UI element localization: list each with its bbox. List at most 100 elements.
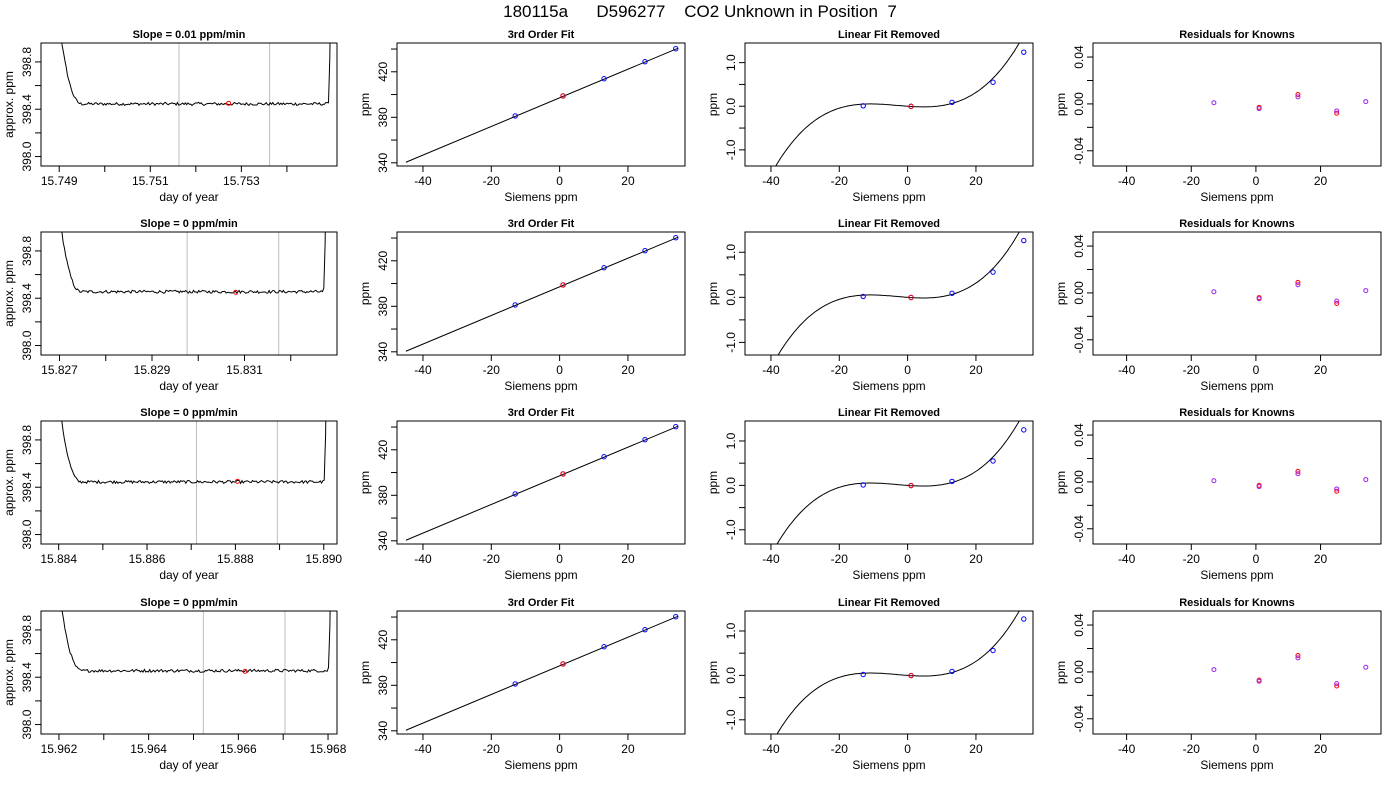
y-axis-label: ppm xyxy=(1054,93,1068,116)
x-tick-label: 0 xyxy=(904,552,911,566)
plot-area xyxy=(776,611,1027,734)
residual-point-red xyxy=(1295,468,1301,474)
cubic-curve xyxy=(776,611,1020,734)
x-tick-label: -20 xyxy=(831,742,849,756)
x-axis-label: Siemens ppm xyxy=(852,190,925,204)
x-tick-label: -40 xyxy=(414,174,432,188)
residual-point xyxy=(1211,667,1217,673)
standard-point xyxy=(1021,237,1027,244)
x-tick-label: -20 xyxy=(483,742,501,756)
panel-frame xyxy=(1092,420,1382,545)
x-tick-label: 20 xyxy=(621,552,635,566)
plot-area xyxy=(1211,653,1369,689)
x-axis-label: Siemens ppm xyxy=(504,568,577,582)
y-tick-label: 398.0 xyxy=(20,141,34,171)
fit-line xyxy=(405,237,678,352)
panel-r4-c4: Residuals for Knowns Siemens ppm ppm -40 -20… xyxy=(1054,597,1382,772)
x-tick-label: 0 xyxy=(904,174,911,188)
residual-point xyxy=(1334,108,1340,114)
x-tick-label: -20 xyxy=(1183,742,1201,756)
x-axis-label: day of year xyxy=(159,758,218,772)
sample-mean-point xyxy=(226,100,232,106)
y-tick-label: 340 xyxy=(376,341,390,361)
concentration-trace xyxy=(61,232,326,294)
x-tick-label: 0 xyxy=(556,552,563,566)
y-axis-label: ppm xyxy=(358,93,372,116)
panel-r2-c1: Slope = 0 ppm/min day of year approx. ppm 1… xyxy=(2,218,338,393)
x-tick-label: 20 xyxy=(1314,552,1328,566)
residual-point xyxy=(1334,681,1340,687)
x-axis-label: Siemens ppm xyxy=(504,190,577,204)
panel-frame xyxy=(1092,42,1382,167)
x-tick-label: -20 xyxy=(831,174,849,188)
plot-area xyxy=(405,423,679,541)
residual-point xyxy=(1295,655,1301,661)
panel-title: Residuals for Knowns xyxy=(1179,597,1295,609)
panel-frame xyxy=(396,42,686,167)
standard-point xyxy=(512,491,518,497)
y-axis-label: approx. ppm xyxy=(2,71,16,138)
y-tick-label: 420 xyxy=(376,250,390,270)
panel-frame xyxy=(744,420,1034,545)
x-tick-label: -40 xyxy=(414,742,432,756)
residual-point xyxy=(1256,296,1262,302)
x-tick-label: -40 xyxy=(414,363,432,377)
standard-point xyxy=(1021,427,1027,433)
x-tick-label: -20 xyxy=(831,552,849,566)
x-tick-label: 20 xyxy=(969,742,983,756)
standard-point xyxy=(949,99,955,106)
x-tick-label: 0 xyxy=(556,363,563,377)
panel-r4-c2: 3rd Order Fit Siemens ppm ppm -40 -20 0 20 340 3… xyxy=(358,597,686,772)
x-tick-label: 15.966 xyxy=(220,742,257,756)
x-tick-label: 15.829 xyxy=(134,363,171,377)
y-tick-label: 1.0 xyxy=(724,54,738,71)
fit-line xyxy=(405,48,678,163)
x-tick-label: -20 xyxy=(483,363,501,377)
plot-area xyxy=(1211,468,1369,494)
panel-title: Linear Fit Removed xyxy=(838,29,940,41)
panel-title: Slope = 0 ppm/min xyxy=(140,218,238,230)
x-tick-label: 15.962 xyxy=(41,742,78,756)
y-tick-label: 0.00 xyxy=(1072,660,1086,684)
x-tick-label: 0 xyxy=(556,742,563,756)
x-tick-label: -20 xyxy=(483,174,501,188)
x-tick-label: -40 xyxy=(762,363,780,377)
y-tick-label: 340 xyxy=(376,152,390,172)
y-tick-label: 0.04 xyxy=(1072,613,1086,637)
residual-point xyxy=(1334,486,1340,492)
y-axis-label: approx. ppm xyxy=(2,639,16,706)
standard-point xyxy=(673,613,679,620)
panel-frame xyxy=(396,610,686,735)
panel-title: Slope = 0.01 ppm/min xyxy=(133,29,246,41)
residual-point-red xyxy=(1334,110,1340,116)
x-axis-label: Siemens ppm xyxy=(504,758,577,772)
panel-title: Residuals for Knowns xyxy=(1179,407,1295,419)
y-tick-label: 0.0 xyxy=(724,289,738,306)
page-title: 180115a D596277 CO2 Unknown in Position … xyxy=(503,2,897,21)
panel-r4-c1: Slope = 0 ppm/min day of year approx. ppm 1… xyxy=(2,597,347,772)
standard-point xyxy=(673,45,679,52)
panel-title: Slope = 0 ppm/min xyxy=(140,407,238,419)
sample-mean-point xyxy=(233,289,239,295)
residual-point xyxy=(1256,484,1262,490)
panel-frame xyxy=(744,610,1034,735)
x-tick-label: 15.886 xyxy=(129,552,166,566)
x-tick-label: -40 xyxy=(762,174,780,188)
concentration-trace xyxy=(61,611,331,673)
sample-mean-point xyxy=(242,668,248,674)
panel-r1-c2: 3rd Order Fit Siemens ppm ppm -40 -20 0 20 340 3… xyxy=(358,29,686,204)
y-tick-label: 0.00 xyxy=(1072,281,1086,305)
concentration-trace xyxy=(61,43,331,107)
x-tick-label: 20 xyxy=(621,363,635,377)
y-tick-label: -1.0 xyxy=(724,332,738,353)
standard-point xyxy=(990,79,996,85)
x-tick-label: -40 xyxy=(762,552,780,566)
y-axis-label: ppm xyxy=(358,471,372,494)
y-tick-label: -1.0 xyxy=(724,139,738,160)
x-tick-label: 0 xyxy=(1253,742,1260,756)
panel-r2-c3: Linear Fit Removed Siemens ppm ppm -40 -20 0 2… xyxy=(706,218,1034,393)
standard-point xyxy=(860,103,866,109)
y-tick-label: -0.04 xyxy=(1072,515,1086,543)
y-tick-label: 380 xyxy=(376,485,390,505)
